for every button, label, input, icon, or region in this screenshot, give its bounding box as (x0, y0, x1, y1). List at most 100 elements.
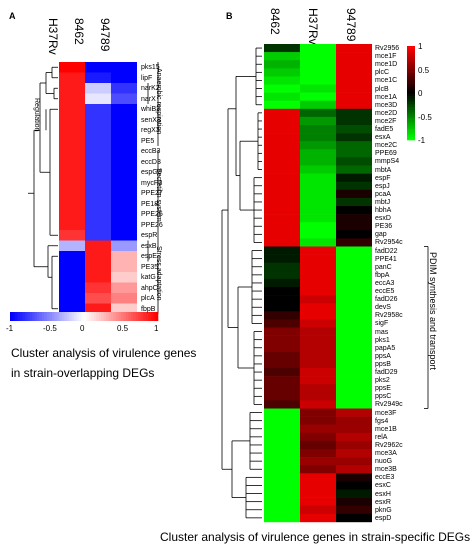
heatmap-cell (85, 219, 111, 231)
heatmap-cell (336, 400, 372, 409)
heatmap-cell (300, 157, 336, 166)
heatmap-cell (111, 114, 137, 126)
gene-label: mmpS4 (375, 158, 400, 166)
heatmap-cell (336, 246, 372, 255)
heatmap-cell (85, 198, 111, 210)
legend-swatch (407, 74, 415, 77)
heatmap-cell (111, 104, 137, 115)
heatmap-cell (264, 408, 300, 417)
heatmap-cell (264, 489, 300, 498)
heatmap-cell (264, 262, 300, 272)
heatmap-cell (300, 262, 336, 272)
heatmap-cell (264, 173, 300, 182)
legend-swatch (407, 118, 415, 120)
heatmap-cell (59, 293, 85, 304)
heatmap-cell (59, 177, 85, 189)
gene-label: PPE41 (375, 255, 397, 263)
legend-swatch (407, 113, 415, 116)
heatmap-cell (264, 52, 300, 61)
legend-swatch (17, 312, 21, 321)
legend-swatch (407, 96, 415, 98)
legend-swatch (407, 52, 415, 55)
heatmap-cell (264, 295, 300, 304)
heatmap-cell (336, 149, 372, 158)
legend-swatch (106, 312, 109, 321)
legend-swatch (42, 312, 45, 321)
heatmap-cell (336, 311, 372, 320)
legend-swatch (407, 63, 415, 66)
heatmap-cell (59, 261, 85, 273)
heatmap-cell (336, 116, 372, 126)
heatmap-cell (300, 189, 336, 199)
legend-swatch (407, 86, 415, 89)
heatmap-cell (336, 173, 372, 182)
heatmap-cell (111, 177, 137, 189)
gene-label: Rv2949c (375, 401, 403, 409)
heatmap-cell (264, 141, 300, 150)
heatmap-cell (300, 270, 336, 280)
heatmap-cell (336, 44, 372, 53)
gene-label: mce1F (375, 53, 397, 61)
panel-b-letter: B (226, 11, 233, 21)
gene-label: senX3 (141, 116, 161, 124)
legend-swatch (407, 77, 415, 80)
heatmap-cell (336, 303, 372, 312)
heatmap-cell (264, 440, 300, 450)
heatmap-cell (300, 408, 336, 417)
heatmap-cell (59, 62, 85, 73)
legend-swatch (407, 125, 415, 128)
heatmap-cell (264, 246, 300, 255)
heatmap-cell (85, 261, 111, 273)
heatmap-cell (264, 457, 300, 466)
heatmap-cell (264, 68, 300, 77)
heatmap-cell (336, 359, 372, 369)
heatmap-cell (300, 141, 336, 150)
gene-label: ppsE (375, 385, 391, 393)
heatmap-cell (336, 238, 372, 247)
legend-swatch (155, 312, 159, 321)
heatmap-cell (264, 181, 300, 191)
heatmap-cell (111, 62, 137, 73)
heatmap-cell (111, 272, 137, 283)
heatmap-cell (264, 125, 300, 134)
heatmap-cell (336, 189, 372, 199)
heatmap-cell (85, 62, 111, 73)
heatmap-cell (264, 384, 300, 393)
legend-tick: -0.5 (418, 112, 432, 122)
heatmap-cell (336, 108, 372, 118)
heatmap-cell (336, 432, 372, 442)
heatmap-cell (300, 327, 336, 336)
gene-label: eccD3 (141, 158, 161, 166)
legend-swatch (407, 111, 415, 114)
legend-tick: 0 (418, 89, 423, 98)
heatmap-cell (264, 311, 300, 320)
heatmap-cell (264, 222, 300, 231)
heatmap-cell (85, 177, 111, 189)
heatmap-cell (264, 197, 300, 207)
heatmap-cell (336, 295, 372, 304)
legend-swatch (81, 312, 85, 321)
heatmap-cell (59, 282, 85, 294)
gene-label: papA5 (375, 344, 396, 352)
legend-swatch (140, 312, 144, 321)
legend-swatch (101, 312, 105, 321)
heatmap-cell (59, 146, 85, 157)
legend-swatch (27, 312, 31, 321)
heatmap-cell (336, 351, 372, 361)
legend-swatch (407, 136, 415, 139)
heatmap-cell (85, 251, 111, 262)
legend-swatch (407, 119, 415, 122)
heatmap-cell (336, 262, 372, 272)
heatmap-cell (336, 384, 372, 393)
heatmap-cell (300, 432, 336, 442)
heatmap-cell (264, 465, 300, 474)
legend-swatch (407, 102, 415, 105)
heatmap-cell (336, 68, 372, 77)
heatmap-cell (59, 188, 85, 199)
legend-swatch (407, 88, 415, 91)
gene-label: eccE3 (375, 474, 395, 482)
heatmap-cell (264, 449, 300, 458)
heatmap-cell (111, 240, 137, 252)
gene-label: mce3D (375, 101, 398, 109)
